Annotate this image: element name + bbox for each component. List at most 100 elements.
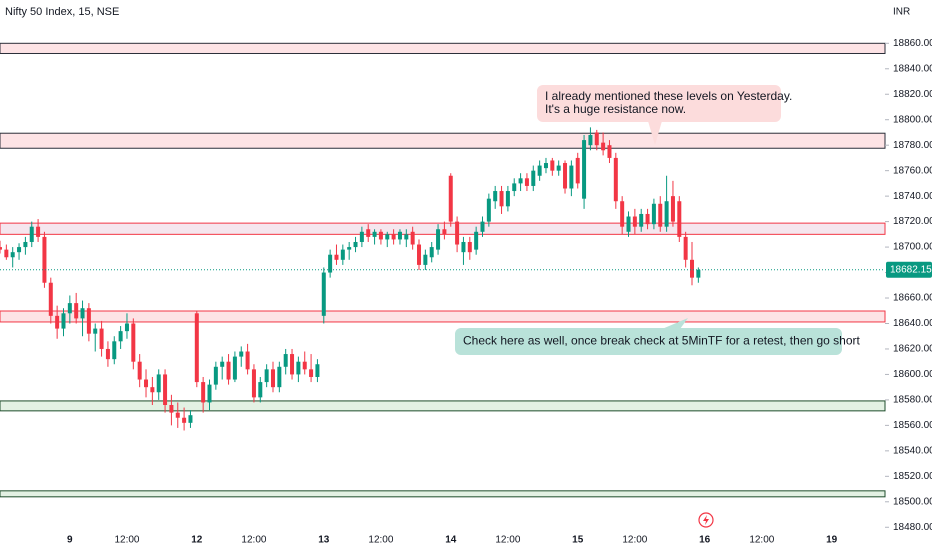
callout-text: Check here as well, once break check at … (463, 334, 861, 348)
x-tick-label: 15 (572, 535, 584, 546)
candle-body (480, 221, 485, 232)
y-tick-label: 18600.00 (893, 369, 932, 380)
x-tick-label: 16 (699, 535, 711, 546)
x-tick-label: 12:00 (495, 535, 520, 546)
candle-body (512, 183, 517, 192)
candle-body (397, 231, 402, 240)
y-tick-label: 18540.00 (893, 445, 932, 456)
candle-body (550, 160, 555, 171)
x-tick-label: 13 (318, 535, 330, 546)
y-tick-label: 18840.00 (893, 63, 932, 74)
y-tick-label: 18740.00 (893, 191, 932, 202)
candle-body (366, 229, 371, 237)
candle-body (29, 226, 34, 242)
x-tick-label: 9 (67, 535, 73, 546)
candle-body (613, 157, 618, 202)
candle-body (131, 323, 136, 362)
candle-body (55, 315, 60, 329)
candle-body (315, 364, 320, 377)
candle-body (543, 163, 548, 169)
candle-body (220, 361, 225, 367)
axes: 18480.00 18500.00 18520.00 18540.00 18560.00… (0, 38, 932, 546)
candle-body (23, 241, 28, 248)
y-tick-label: 18800.00 (893, 114, 932, 125)
candle-body (670, 196, 675, 222)
callout-text: I already mentioned these levels on Yest… (545, 89, 792, 103)
candle-body (385, 234, 390, 240)
candle-body (67, 303, 72, 314)
candle-body (340, 249, 345, 260)
candle-body (575, 157, 580, 184)
x-tick-label: 14 (445, 535, 457, 546)
x-tick-label: 19 (826, 535, 838, 546)
candle-body (607, 145, 612, 158)
candle-body (112, 341, 117, 360)
candle-body (499, 191, 504, 207)
candle-body (264, 369, 269, 383)
candle-body (232, 356, 237, 380)
candle-body (493, 191, 498, 202)
candle-body (99, 328, 104, 349)
candle-body (474, 231, 479, 250)
candle-body (36, 226, 41, 237)
candle-body (201, 382, 206, 403)
candle-body (563, 163, 568, 189)
candle-body (359, 231, 364, 242)
candle-body (207, 384, 212, 403)
candle-body (93, 328, 98, 334)
candle-body (582, 140, 587, 199)
candle-body (353, 241, 358, 248)
candle-body (213, 366, 218, 385)
y-tick-label: 18480.00 (893, 522, 932, 533)
candle-body (518, 178, 523, 184)
candle-body (150, 387, 155, 393)
candle-body (321, 272, 326, 316)
y-tick-label: 18560.00 (893, 420, 932, 431)
candle-body (569, 165, 574, 189)
candle-body (404, 234, 409, 240)
candle-body (683, 236, 688, 260)
candle-body (251, 369, 256, 398)
y-tick-label: 18820.00 (893, 89, 932, 100)
candle-body (632, 216, 637, 227)
candle-body (48, 282, 53, 316)
candle-body (417, 244, 422, 265)
price-zone (0, 310, 886, 323)
candle-body (302, 361, 307, 370)
candle-body (658, 203, 663, 227)
candle-body (372, 231, 377, 237)
candles (0, 127, 701, 431)
candle-body (639, 213, 644, 227)
candle-body (137, 361, 142, 380)
y-tick-label: 18760.00 (893, 165, 932, 176)
candle-body (74, 303, 79, 319)
candle-body (601, 142, 606, 151)
candle-body (245, 351, 250, 370)
candle-body (188, 415, 193, 423)
y-tick-label: 18720.00 (893, 216, 932, 227)
x-tick-label: 12:00 (241, 535, 266, 546)
candle-body (10, 252, 15, 258)
candle-body (334, 254, 339, 260)
candle-body (175, 412, 180, 418)
y-tick-label: 18640.00 (893, 318, 932, 329)
callout-box (455, 328, 842, 355)
candle-body (17, 247, 22, 253)
candle-body (328, 254, 333, 273)
annotations: I already mentioned these levels on Yest… (455, 85, 861, 355)
chart-title: Nifty 50 Index, 15, NSE (5, 6, 119, 18)
candle-body (124, 323, 129, 332)
candle-body (594, 132, 599, 146)
candle-body (182, 417, 187, 423)
x-tick-label: 12 (191, 535, 203, 546)
candle-body (556, 165, 561, 171)
price-zone (0, 400, 886, 412)
y-tick-label: 18700.00 (893, 242, 932, 253)
candle-body (258, 382, 263, 398)
last-price-label: 18682.15 (890, 264, 932, 275)
last-price-badge (886, 261, 932, 278)
alert-icon (698, 512, 714, 528)
callout-pointer (648, 121, 662, 145)
candle-body (391, 234, 396, 240)
